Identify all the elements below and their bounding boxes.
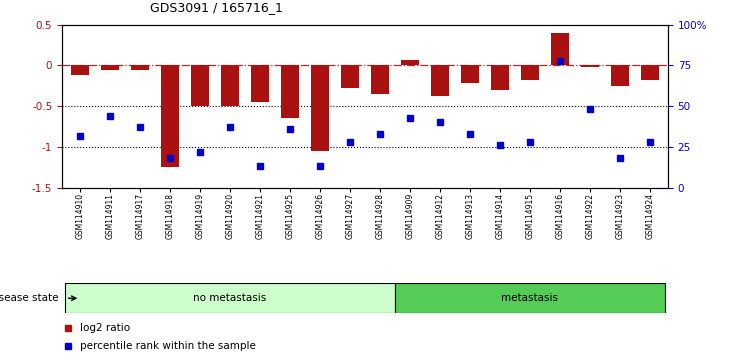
Bar xyxy=(551,33,569,65)
Text: log2 ratio: log2 ratio xyxy=(80,323,131,333)
Bar xyxy=(581,65,599,67)
Bar xyxy=(71,65,89,75)
Bar xyxy=(395,283,665,313)
Text: GDS3091 / 165716_1: GDS3091 / 165716_1 xyxy=(150,1,283,14)
Bar xyxy=(281,65,299,118)
Text: metastasis: metastasis xyxy=(502,293,558,303)
Bar xyxy=(341,65,359,88)
Bar xyxy=(251,65,269,102)
Bar xyxy=(521,65,539,80)
Bar xyxy=(191,65,209,106)
Text: no metastasis: no metastasis xyxy=(193,293,266,303)
Bar xyxy=(641,65,659,80)
Bar xyxy=(491,65,509,90)
Bar xyxy=(401,60,419,65)
Bar xyxy=(221,65,239,106)
Text: disease state: disease state xyxy=(0,293,58,303)
Bar xyxy=(311,65,329,151)
Bar xyxy=(101,65,119,70)
Bar xyxy=(131,65,149,70)
Bar xyxy=(371,65,389,94)
Bar xyxy=(161,65,179,167)
Bar xyxy=(611,65,629,86)
Bar xyxy=(461,65,479,84)
Bar xyxy=(431,65,449,96)
Bar xyxy=(65,283,395,313)
Text: percentile rank within the sample: percentile rank within the sample xyxy=(80,341,256,351)
